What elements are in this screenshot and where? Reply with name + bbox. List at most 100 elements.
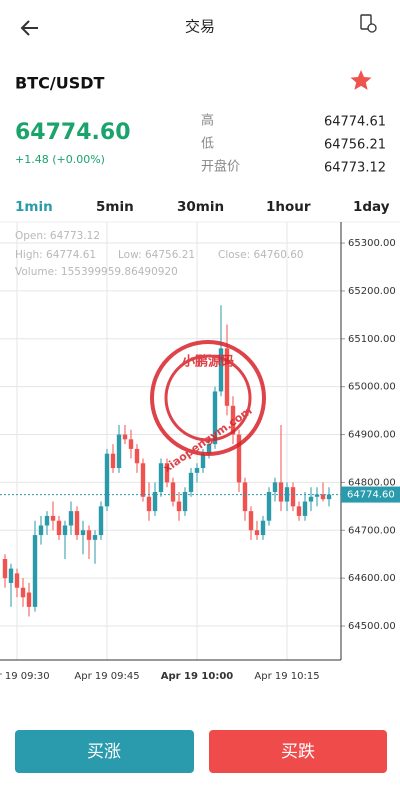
y-tick-label: 64600.00 — [348, 573, 396, 584]
candle-body — [80, 530, 86, 536]
candle-body — [326, 494, 332, 500]
candle-body — [218, 348, 224, 392]
last-price: 64774.60 — [15, 120, 131, 145]
candle-body — [20, 587, 26, 598]
y-tick-label: 64900.00 — [348, 430, 396, 441]
last-price-label: 64774.60 — [347, 490, 395, 501]
candle-body — [74, 511, 80, 536]
candle-body — [236, 434, 242, 483]
y-tick-label: 64500.00 — [348, 621, 396, 632]
stamp-ring — [150, 340, 266, 456]
candle-body — [32, 535, 38, 607]
ohlc-info: Open: 64773.12 — [15, 230, 100, 242]
stat-value: 64773.12 — [324, 161, 386, 176]
candle-body — [230, 405, 236, 435]
interval-tab[interactable]: 1hour — [266, 199, 311, 215]
x-tick-label: Apr 19 09:30 — [0, 671, 50, 682]
candle-body — [92, 535, 98, 540]
candle-body — [8, 568, 14, 583]
candle-body — [278, 482, 284, 502]
x-tick-label: Apr 19 09:45 — [74, 671, 139, 682]
symbol: BTC/USDT — [15, 74, 104, 93]
candle-body — [242, 482, 248, 512]
candle-body — [188, 472, 194, 492]
candle-body — [50, 515, 56, 521]
ohlc-info: Volume: 155399959.86490920 — [15, 266, 178, 278]
candle-body — [110, 453, 116, 469]
sell-label: 买跌 — [281, 742, 315, 762]
price-change: +1.48 (+0.00%) — [15, 153, 105, 166]
candle-body — [86, 530, 92, 540]
candle-body — [200, 453, 206, 469]
candle-body — [158, 463, 164, 492]
candle-body — [266, 491, 272, 521]
interval-tab[interactable]: 1day — [353, 199, 390, 215]
stat-value: 64756.21 — [324, 138, 386, 153]
candle-body — [44, 515, 50, 526]
candle-body — [2, 558, 8, 579]
candle-body — [116, 434, 122, 469]
y-tick-label: 65200.00 — [348, 286, 396, 297]
history-icon[interactable] — [360, 14, 377, 33]
candle-body — [302, 501, 308, 516]
stat-label: 低 — [201, 137, 214, 152]
candle-body — [176, 501, 182, 512]
candle-body — [272, 482, 278, 492]
candle-body — [68, 511, 74, 526]
x-tick-label: Apr 19 10:15 — [254, 671, 319, 682]
candle-body — [212, 391, 218, 445]
candle-body — [38, 525, 44, 536]
candle-body — [26, 592, 32, 607]
candle-body — [140, 463, 146, 497]
candle-body — [146, 496, 152, 512]
y-tick-label: 64800.00 — [348, 477, 396, 488]
candle-body — [248, 511, 254, 531]
watermark-top: 小鹏源码 — [182, 354, 234, 370]
candle-body — [224, 348, 230, 406]
ohlc-info: Low: 64756.21 — [118, 249, 195, 261]
stat-label: 开盘价 — [201, 159, 240, 175]
candle-body — [308, 496, 314, 502]
candle-body — [98, 506, 104, 536]
stat-label: 高 — [201, 113, 214, 129]
stat-value: 64774.61 — [324, 115, 386, 130]
x-tick-label: Apr 19 10:00 — [161, 671, 234, 682]
page-title: 交易 — [185, 18, 215, 36]
buy-label: 买涨 — [87, 742, 121, 762]
candle-body — [182, 491, 188, 512]
stamp-ring — [164, 354, 252, 442]
y-tick-label: 65100.00 — [348, 334, 396, 345]
candle-body — [134, 448, 140, 464]
interval-tab[interactable]: 30min — [177, 199, 224, 215]
candle-body — [14, 573, 20, 588]
candle-body — [62, 525, 68, 536]
candle-body — [320, 494, 326, 500]
last-price-tag — [341, 486, 400, 503]
candle-body — [128, 439, 134, 449]
candle-body — [314, 494, 320, 497]
interval-tab[interactable]: 1min — [15, 199, 53, 215]
buy-button[interactable]: 买涨 — [15, 730, 194, 773]
favorite-star[interactable] — [350, 70, 372, 90]
candle-body — [104, 453, 110, 507]
candle-body — [290, 487, 296, 507]
ohlc-info: Close: 64760.60 — [218, 249, 304, 261]
y-tick-label: 65000.00 — [348, 382, 396, 393]
y-tick-label: 64700.00 — [348, 525, 396, 536]
candle-body — [170, 482, 176, 502]
candle-body — [260, 520, 266, 536]
candle-body — [194, 468, 200, 473]
sell-button[interactable]: 买跌 — [209, 730, 387, 773]
back-button[interactable] — [20, 20, 38, 36]
candle-body — [122, 434, 128, 440]
candle-body — [254, 530, 260, 536]
interval-tab[interactable]: 5min — [96, 199, 134, 215]
y-tick-label: 65300.00 — [348, 238, 396, 249]
candle-body — [296, 506, 302, 516]
candle-body — [284, 487, 290, 502]
candle-body — [152, 491, 158, 512]
ohlc-info: High: 64774.61 — [15, 249, 96, 261]
